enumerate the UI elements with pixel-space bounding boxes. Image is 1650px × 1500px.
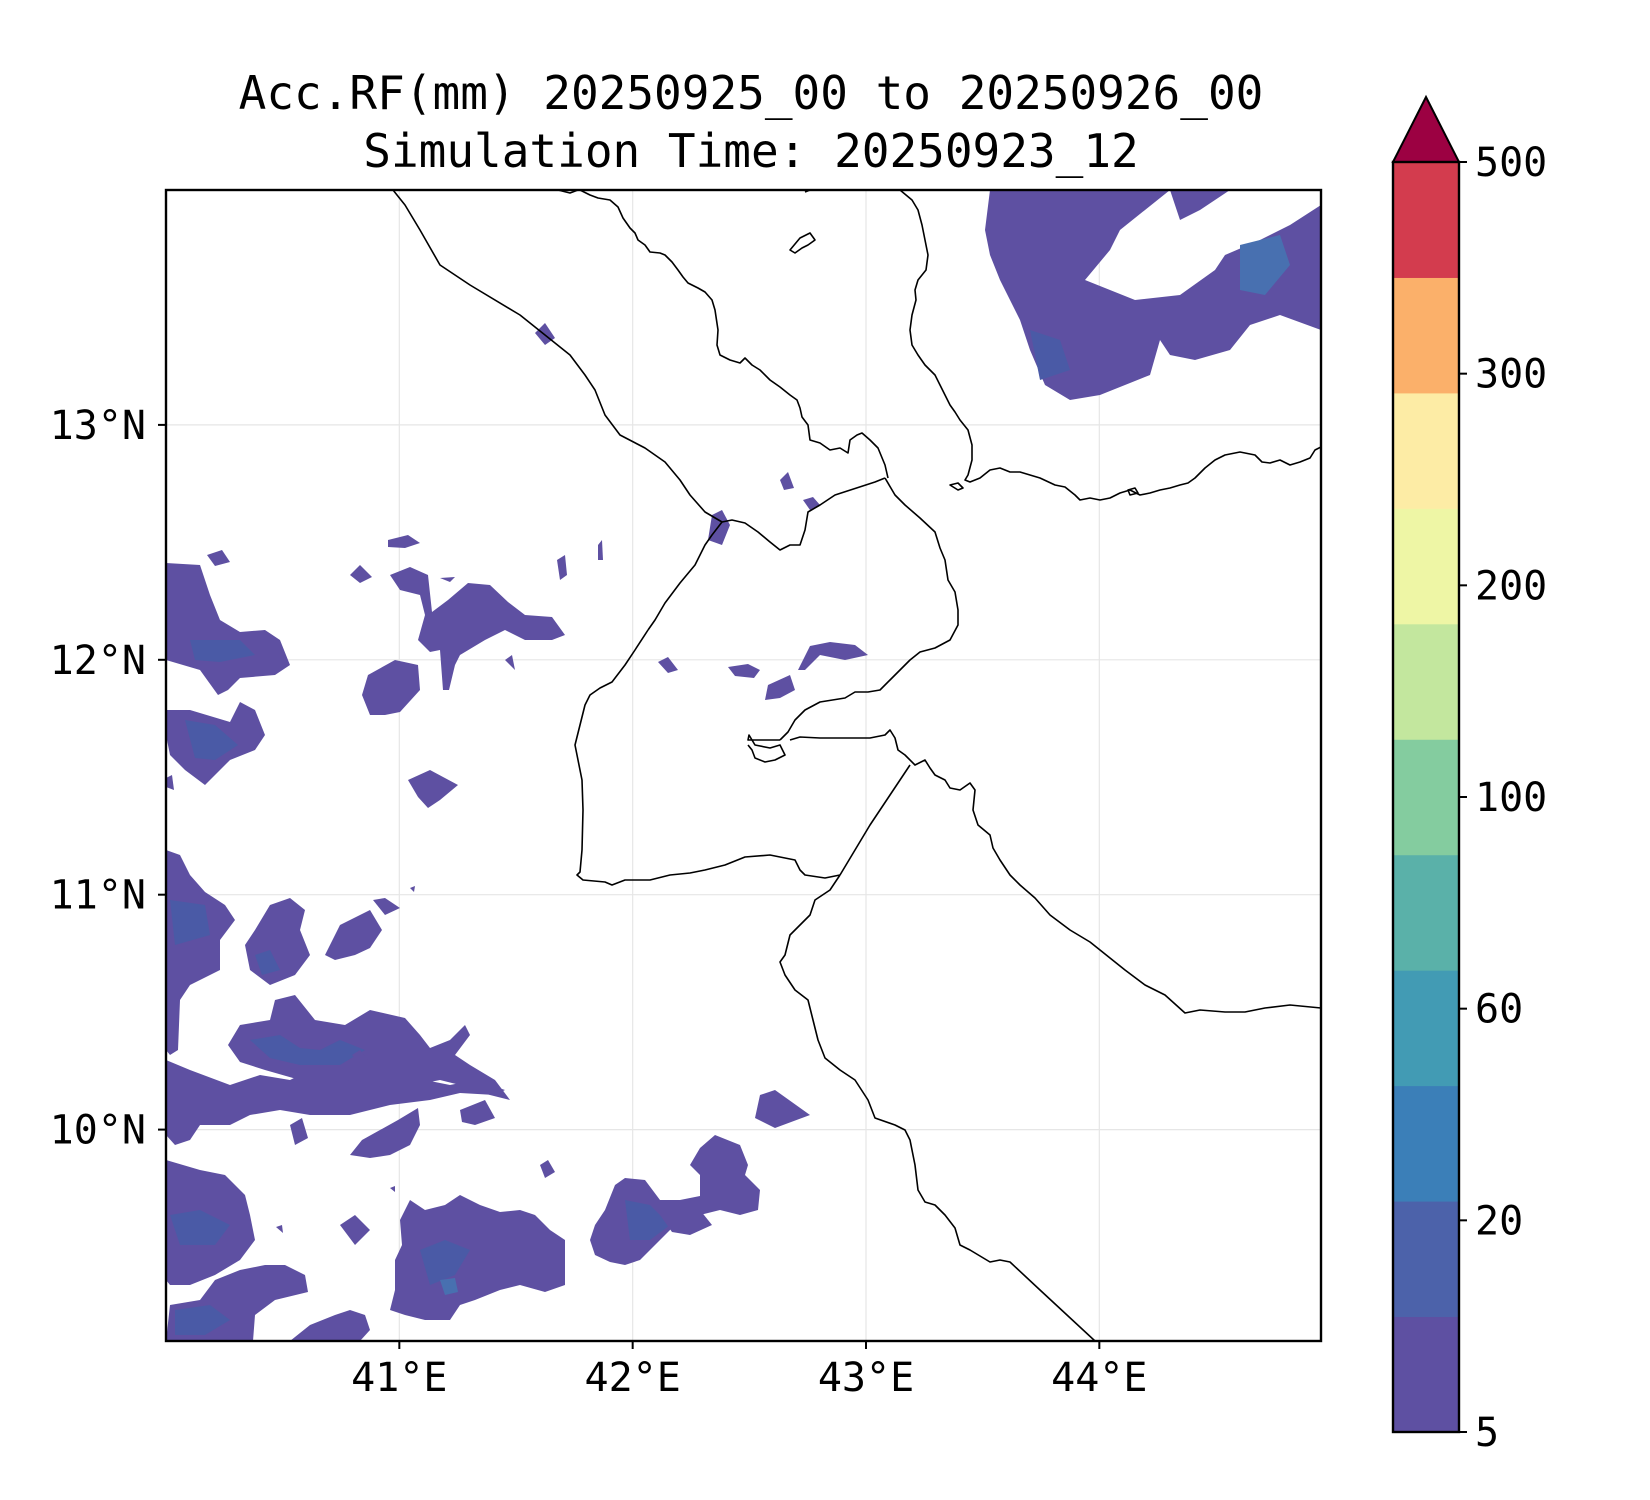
map-frame (164, 188, 1323, 1343)
colorbar-ticks: 500 300 200 100 60 20 5 (1459, 140, 1547, 1456)
colorbar-tick-label: 500 (1475, 140, 1547, 186)
lat-axis: 13°N 12°N 11°N 10°N (50, 403, 166, 1154)
colorbar-segments (1393, 162, 1459, 1433)
lon-tick-label: 43°E (818, 1355, 914, 1401)
lat-tick-label: 12°N (50, 638, 146, 684)
colorbar-segment (1393, 277, 1459, 394)
colorbar-tick-label: 5 (1475, 1410, 1499, 1456)
colorbar-segment (1393, 623, 1459, 740)
colorbar: 500 300 200 100 60 20 5 (1391, 94, 1547, 1456)
rainfall-contours (166, 190, 1321, 1341)
colorbar-segment (1393, 854, 1459, 971)
map-title-line1: Acc.RF(mm) 20250925_00 to 20250926_00 (238, 66, 1264, 120)
colorbar-segment (1393, 1316, 1459, 1433)
colorbar-segment (1393, 1085, 1459, 1202)
map-panel (166, 190, 1321, 1341)
colorbar-segment (1393, 508, 1459, 625)
lat-tick-label: 13°N (50, 403, 146, 449)
colorbar-segment (1393, 970, 1459, 1087)
lon-axis: 41°E 42°E 43°E 44°E (351, 1341, 1147, 1401)
lon-tick-label: 41°E (351, 1355, 447, 1401)
map-title-line2: Simulation Time: 20250923_12 (363, 124, 1139, 178)
lon-tick-label: 42°E (585, 1355, 681, 1401)
colorbar-segment (1393, 739, 1459, 856)
colorbar-segment (1393, 162, 1459, 278)
coastlines-borders (392, 190, 1321, 1341)
colorbar-tick-label: 300 (1475, 352, 1547, 398)
colorbar-segment (1393, 1201, 1459, 1318)
lat-tick-label: 11°N (50, 873, 146, 919)
colorbar-tick-label: 200 (1475, 563, 1547, 609)
colorbar-tick-label: 100 (1475, 775, 1547, 821)
colorbar-extend-arrow (1391, 94, 1461, 163)
colorbar-segment (1393, 392, 1459, 509)
colorbar-tick-label: 20 (1475, 1198, 1523, 1244)
lat-tick-label: 10°N (50, 1108, 146, 1154)
colorbar-tick-label: 60 (1475, 987, 1523, 1033)
lon-tick-label: 44°E (1051, 1355, 1147, 1401)
